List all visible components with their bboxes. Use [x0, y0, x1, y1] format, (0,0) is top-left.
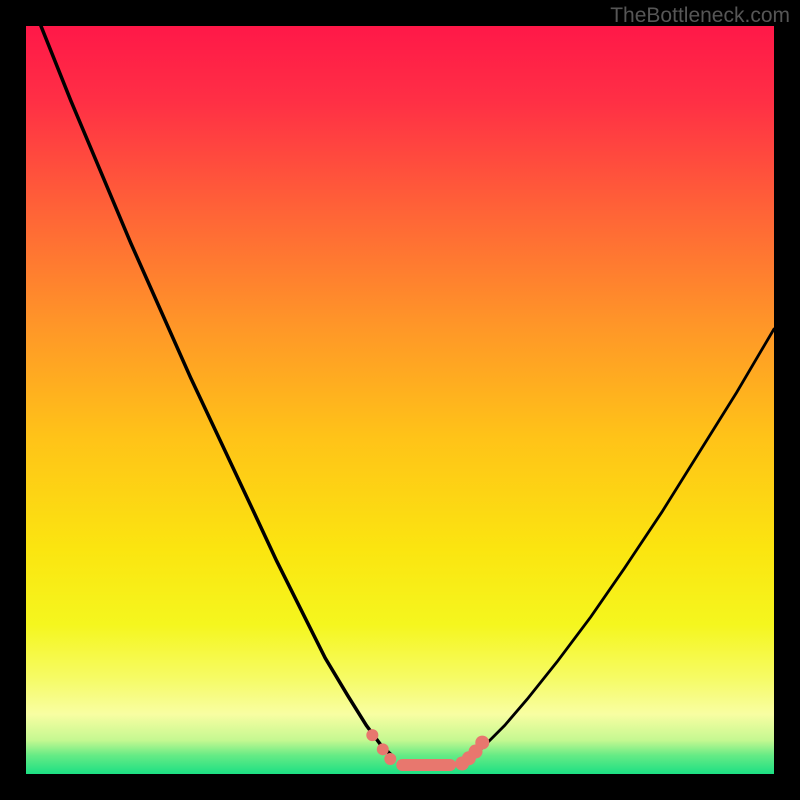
chart-curves — [26, 26, 774, 774]
chart-container: TheBottleneck.com — [0, 0, 800, 800]
data-markers — [366, 729, 489, 771]
plot-area — [26, 26, 774, 774]
watermark-text: TheBottleneck.com — [610, 4, 790, 28]
left-curve — [41, 26, 394, 758]
right-curve — [473, 329, 774, 758]
